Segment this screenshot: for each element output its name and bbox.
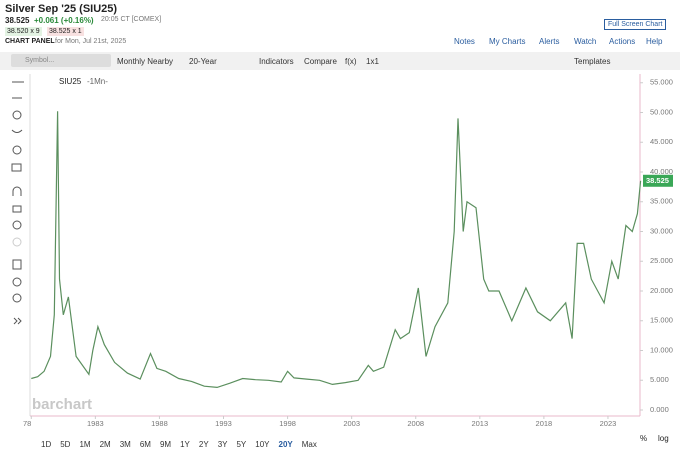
- period-button[interactable]: 20Y: [278, 440, 293, 449]
- legend-symbol: SIU25: [59, 77, 82, 86]
- y-tick-label: 10.000: [650, 345, 673, 354]
- y-tick-label: 35.000: [650, 197, 673, 206]
- watermark: barchart: [32, 396, 93, 413]
- fullscreen-button[interactable]: Full Screen Chart: [604, 19, 667, 30]
- range-select[interactable]: 20-Year: [189, 57, 217, 66]
- y-tick-label: 40.000: [650, 167, 673, 176]
- y-tick-label: 50.000: [650, 107, 673, 116]
- period-button[interactable]: 5D: [60, 440, 71, 449]
- period-button[interactable]: 2M: [99, 440, 111, 449]
- x-tick-label: 2023: [600, 419, 617, 428]
- percent-toggle[interactable]: %: [640, 434, 648, 443]
- help-link[interactable]: Help: [646, 37, 663, 46]
- time: 20:05 CT [COMEX]: [101, 16, 162, 23]
- period-button[interactable]: 5Y: [236, 440, 247, 449]
- panel-label: CHART PANEL: [5, 38, 55, 45]
- period-button[interactable]: 1M: [79, 440, 91, 449]
- y-tick-label: 25.000: [650, 256, 673, 265]
- compare-button[interactable]: Compare: [304, 57, 337, 66]
- period-button[interactable]: 6M: [139, 440, 151, 449]
- last-price-tag: [643, 174, 673, 187]
- x-tick-label: 1998: [279, 419, 296, 428]
- watch-link[interactable]: Watch: [574, 37, 597, 46]
- symbol-input[interactable]: Symbol...: [11, 54, 111, 67]
- panel-date: for Mon, Jul 21st, 2025: [55, 38, 127, 45]
- title: Silver Sep '25 (SIU25): [5, 3, 118, 15]
- x-tick-label: 2008: [407, 419, 424, 428]
- last-price-label: 38.525: [646, 176, 669, 185]
- y-tick-label: 45.000: [650, 137, 673, 146]
- y-tick-label: 20.000: [650, 286, 673, 295]
- x-tick-label: 1993: [215, 419, 232, 428]
- alerts-link[interactable]: Alerts: [539, 37, 560, 46]
- period-button[interactable]: 3Y: [217, 440, 228, 449]
- x-tick-label: 2003: [343, 419, 360, 428]
- y-tick-label: 0.000: [650, 405, 669, 414]
- drawing-tools: [11, 81, 24, 325]
- my-charts-link[interactable]: My Charts: [489, 37, 526, 46]
- y-tick-label: 30.000: [650, 226, 673, 235]
- log-toggle[interactable]: log: [658, 434, 669, 443]
- toolbar: [0, 52, 680, 70]
- x-tick-label: 1988: [151, 419, 168, 428]
- period-button[interactable]: 10Y: [255, 440, 270, 449]
- legend-interval: -1Mn-: [87, 77, 108, 86]
- x-tick-label: 2013: [471, 419, 488, 428]
- period-bar: 1D 5D 1M 2M 3M 6M 9M 1Y 2Y 3Y 5Y 10Y 20Y Max: [41, 434, 326, 452]
- period-button[interactable]: 9M: [159, 440, 172, 449]
- templates-button[interactable]: Templates: [574, 57, 611, 66]
- x-tick-label: 78: [23, 419, 31, 428]
- change: +0.061 (+0.16%): [34, 16, 94, 25]
- x-tick-label: 1983: [87, 419, 104, 428]
- period-button[interactable]: 2Y: [198, 440, 209, 449]
- function-button[interactable]: f(x): [345, 57, 357, 66]
- y-tick-label: 55.000: [650, 78, 673, 87]
- ask: 38.525 x 1: [47, 27, 84, 36]
- x-tick-label: 2018: [536, 419, 553, 428]
- price-line: [31, 111, 642, 389]
- y-tick-label: 15.000: [650, 316, 673, 325]
- period-button[interactable]: Max: [301, 440, 317, 449]
- indicators-button[interactable]: Indicators: [259, 57, 294, 66]
- period-button[interactable]: 3M: [119, 440, 131, 449]
- notes-link[interactable]: Notes: [454, 37, 475, 46]
- y-tick-label: 5.000: [650, 375, 669, 384]
- interval-select[interactable]: Monthly Nearby: [117, 57, 174, 66]
- layout-select[interactable]: 1x1: [366, 57, 379, 66]
- actions-link[interactable]: Actions: [609, 37, 636, 46]
- period-button[interactable]: 1Y: [180, 440, 190, 449]
- last-price: 38.525: [5, 16, 30, 25]
- period-button[interactable]: 1D: [41, 440, 52, 449]
- bid: 38.520 x 9: [5, 27, 42, 36]
